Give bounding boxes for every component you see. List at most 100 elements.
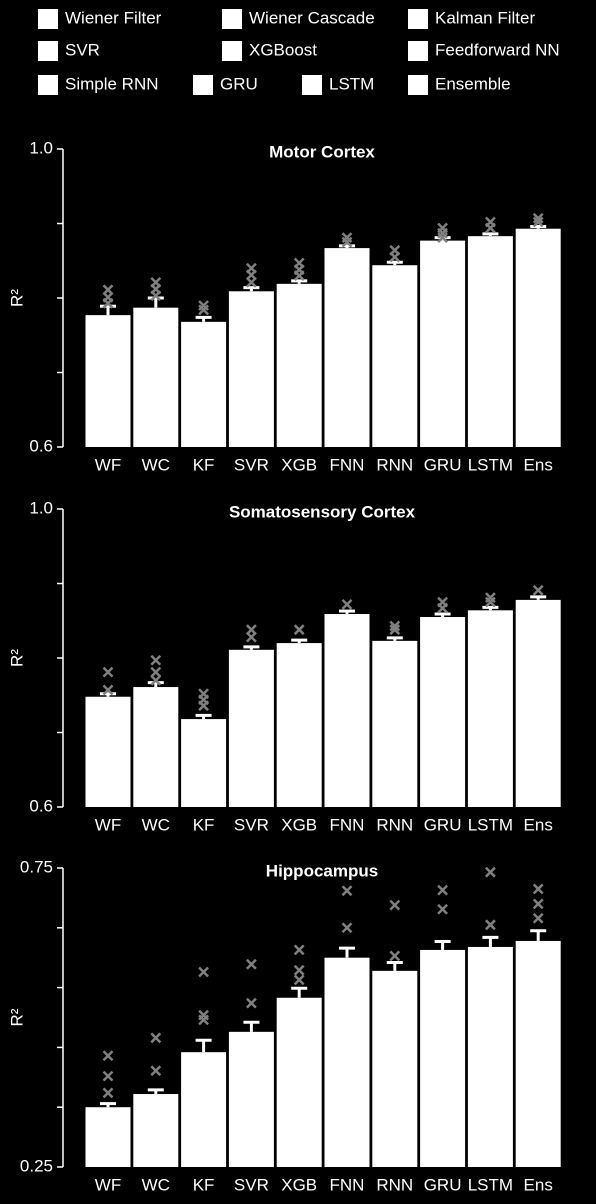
x-tick-label: LSTM: [468, 815, 513, 834]
legend-swatch: [38, 75, 58, 95]
y-axis-label: R²: [7, 1008, 26, 1026]
marker-stroke: [198, 966, 209, 978]
y-tick-label: 0.6: [29, 796, 53, 815]
marker-stroke: [293, 624, 305, 636]
x-tick-label: WC: [142, 815, 170, 834]
error-bar: [530, 929, 547, 941]
bar: [467, 610, 513, 807]
bar: [276, 643, 322, 807]
x-tick-label: RNN: [376, 815, 413, 834]
legend-label: SVR: [65, 40, 100, 59]
marker-stroke: [150, 674, 162, 686]
error-bar: [100, 692, 116, 697]
bar: [467, 236, 513, 447]
x-tick-label: WF: [95, 455, 121, 474]
legend-swatch: [408, 75, 428, 95]
legend-swatch: [222, 9, 242, 29]
point-marker: [150, 674, 162, 686]
marker-stroke: [532, 584, 544, 596]
bar: [515, 228, 561, 447]
bar: [85, 696, 131, 807]
marker-stroke: [341, 236, 353, 248]
marker-stroke: [102, 684, 114, 696]
y-tick-label: 1.0: [29, 138, 53, 157]
point-marker: [532, 584, 544, 596]
bar: [133, 307, 179, 447]
error-bar: [386, 636, 403, 641]
marker-stroke: [389, 950, 401, 962]
bar: [420, 949, 466, 1167]
legend-label: Wiener Filter: [65, 8, 162, 27]
legend-label: Simple RNN: [65, 74, 159, 93]
point-marker: [102, 297, 114, 309]
bar: [515, 599, 561, 807]
bar: [228, 1031, 274, 1167]
legend-label: Kalman Filter: [435, 8, 535, 27]
x-tick-label: GRU: [424, 455, 462, 474]
marker-stroke: [485, 596, 496, 608]
error-bar: [291, 638, 308, 644]
marker-stroke: [102, 1050, 114, 1062]
legend-swatch: [38, 41, 58, 61]
chart-title: Somatosensory Cortex: [229, 502, 416, 521]
x-tick-label: GRU: [424, 1175, 462, 1194]
marker-stroke: [293, 944, 305, 956]
bar: [420, 617, 466, 807]
bar: [228, 649, 274, 807]
x-tick-label: SVR: [234, 455, 269, 474]
point-marker: [293, 974, 305, 986]
error-bar: [195, 315, 212, 322]
legend-swatch: [408, 41, 428, 61]
x-tick-label: GRU: [424, 815, 462, 834]
point-marker: [150, 1032, 162, 1044]
y-tick-label: 0.75: [20, 857, 53, 876]
y-tick-label: 0.25: [20, 1156, 53, 1175]
point-marker: [102, 666, 114, 678]
point-marker: [293, 944, 305, 956]
error-bar: [100, 304, 116, 316]
marker-stroke: [246, 997, 257, 1009]
x-tick-label: XGB: [281, 1175, 317, 1194]
marker-stroke: [389, 899, 401, 911]
point-marker: [150, 654, 162, 666]
x-tick-label: WC: [142, 1175, 170, 1194]
legend-label: Ensemble: [435, 74, 511, 93]
point-marker: [150, 1065, 162, 1077]
bar: [324, 248, 370, 447]
point-marker: [246, 631, 257, 643]
point-marker: [389, 624, 401, 636]
error-bar: [147, 1088, 164, 1095]
error-bar: [243, 286, 260, 292]
x-tick-label: SVR: [234, 1175, 269, 1194]
marker-stroke: [532, 212, 544, 224]
marker-stroke: [293, 974, 305, 986]
marker-stroke: [341, 598, 353, 610]
point-marker: [389, 950, 401, 962]
x-tick-label: RNN: [376, 1175, 413, 1194]
marker-stroke: [102, 1087, 114, 1099]
legend-swatch: [408, 9, 428, 29]
point-marker: [532, 883, 544, 895]
marker-stroke: [198, 304, 209, 316]
marker-stroke: [102, 666, 114, 678]
marker-stroke: [485, 866, 496, 878]
bar: [372, 640, 418, 807]
point-marker: [532, 898, 544, 910]
point-marker: [437, 903, 448, 915]
point-marker: [389, 251, 401, 263]
marker-stroke: [341, 885, 353, 897]
point-marker: [293, 270, 305, 282]
point-marker: [198, 966, 209, 978]
legend-swatch: [302, 75, 322, 95]
legend-label: Feedforward NN: [435, 40, 560, 59]
marker-stroke: [246, 958, 257, 970]
bar: [181, 321, 227, 447]
error-bar: [339, 946, 355, 958]
legend-label: LSTM: [329, 74, 374, 93]
point-marker: [485, 919, 496, 931]
bar: [324, 614, 370, 807]
point-marker: [532, 912, 544, 924]
x-tick-label: WF: [95, 1175, 121, 1194]
error-bar: [100, 1102, 116, 1108]
